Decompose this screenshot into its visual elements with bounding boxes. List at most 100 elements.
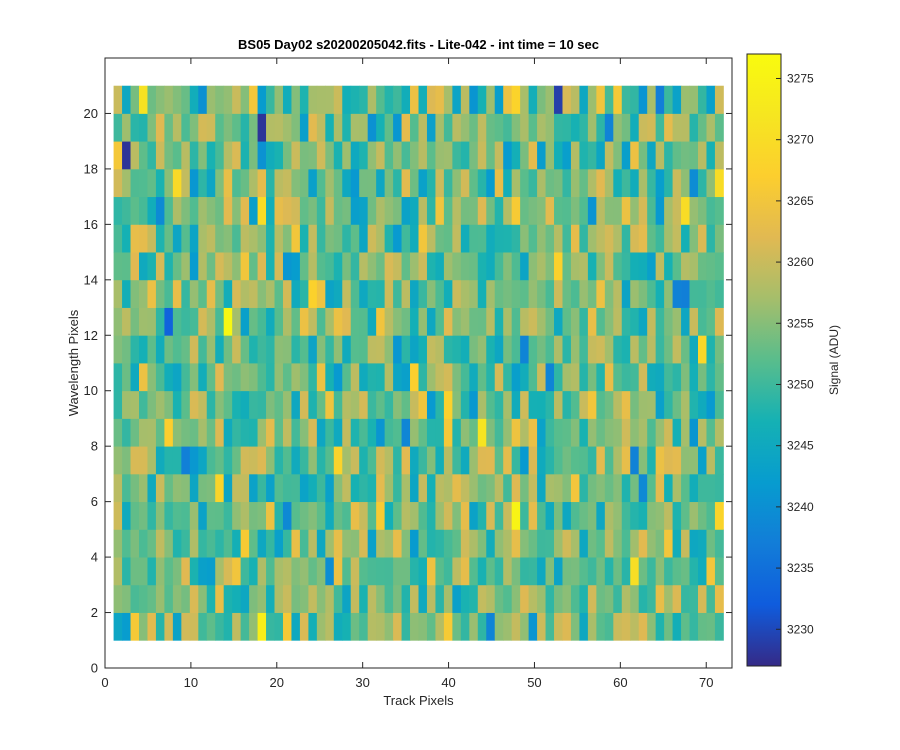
heatmap-cell bbox=[342, 224, 352, 253]
heatmap-cell bbox=[587, 113, 597, 142]
heatmap-cell bbox=[240, 418, 250, 447]
heatmap-cell bbox=[181, 612, 191, 641]
heatmap-cell bbox=[342, 557, 352, 586]
heatmap-cell bbox=[299, 224, 309, 253]
heatmap-cell bbox=[367, 168, 377, 198]
heatmap-cell bbox=[460, 168, 470, 198]
heatmap-cell bbox=[613, 335, 623, 364]
heatmap-cell bbox=[469, 113, 479, 142]
heatmap-cell bbox=[274, 141, 284, 170]
heatmap-cell bbox=[630, 224, 640, 253]
heatmap-cell bbox=[587, 224, 597, 253]
heatmap-cell bbox=[418, 390, 428, 419]
heatmap-cell bbox=[410, 168, 419, 198]
heatmap-cell bbox=[393, 168, 402, 198]
heatmap-cell bbox=[139, 335, 148, 364]
heatmap-cell bbox=[503, 584, 513, 613]
heatmap-cell bbox=[384, 224, 394, 253]
heatmap-cell bbox=[367, 85, 377, 114]
heatmap-cell bbox=[537, 418, 546, 447]
heatmap-cell bbox=[655, 529, 665, 558]
heatmap-cell bbox=[511, 141, 521, 170]
heatmap-cell bbox=[240, 279, 250, 308]
heatmap-cell bbox=[139, 612, 148, 641]
heatmap-cell bbox=[130, 529, 140, 558]
heatmap-cell bbox=[681, 196, 690, 225]
heatmap-cell bbox=[147, 418, 157, 447]
heatmap-cell bbox=[376, 307, 386, 336]
heatmap-cell bbox=[367, 307, 377, 336]
heatmap-cell bbox=[681, 224, 690, 253]
heatmap-cell bbox=[520, 252, 530, 281]
heatmap-cell bbox=[333, 307, 343, 336]
heatmap-cell bbox=[486, 612, 496, 641]
heatmap-cell bbox=[528, 501, 538, 530]
heatmap-cell bbox=[410, 224, 419, 253]
heatmap-cell bbox=[257, 85, 267, 114]
heatmap-cell bbox=[647, 390, 657, 419]
heatmap-cell bbox=[172, 584, 182, 613]
heatmap-cell bbox=[418, 252, 428, 281]
heatmap-cell bbox=[206, 473, 216, 503]
heatmap-cell bbox=[359, 307, 369, 336]
heatmap-cell bbox=[198, 196, 208, 225]
heatmap-cell bbox=[274, 113, 284, 142]
heatmap-cell bbox=[308, 335, 318, 364]
heatmap-cell bbox=[579, 141, 589, 170]
heatmap-cell bbox=[714, 501, 724, 530]
heatmap-cell bbox=[520, 612, 530, 641]
heatmap-cell bbox=[376, 141, 386, 170]
heatmap-cell bbox=[274, 85, 284, 114]
heatmap-cell bbox=[139, 252, 148, 281]
heatmap-cell bbox=[443, 141, 453, 170]
heatmap-cell bbox=[452, 252, 462, 281]
heatmap-cell bbox=[503, 168, 513, 198]
heatmap-cell bbox=[706, 557, 716, 586]
heatmap-cell bbox=[443, 168, 453, 198]
heatmap-cell bbox=[604, 501, 614, 530]
heatmap-cell bbox=[147, 529, 157, 558]
heatmap-cell bbox=[570, 557, 580, 586]
heatmap-cell bbox=[443, 473, 453, 503]
heatmap-cell bbox=[562, 168, 572, 198]
heatmap-cell bbox=[333, 612, 343, 641]
heatmap-cell bbox=[638, 473, 648, 503]
heatmap-cell bbox=[393, 307, 402, 336]
heatmap-cell bbox=[562, 307, 572, 336]
heatmap-cell bbox=[257, 168, 267, 198]
heatmap-cell bbox=[452, 529, 462, 558]
heatmap-cell bbox=[122, 418, 131, 447]
heatmap-cell bbox=[393, 473, 402, 503]
heatmap-cell bbox=[528, 418, 538, 447]
heatmap-cell bbox=[384, 168, 394, 198]
y-tick-label: 8 bbox=[91, 439, 98, 454]
heatmap-cell bbox=[393, 418, 402, 447]
heatmap-cell bbox=[257, 557, 267, 586]
heatmap-cell bbox=[410, 307, 419, 336]
heatmap-cell bbox=[435, 307, 445, 336]
heatmap-cell bbox=[604, 473, 614, 503]
heatmap-cell bbox=[435, 418, 445, 447]
heatmap-cell bbox=[689, 557, 699, 586]
heatmap-cell bbox=[325, 529, 335, 558]
heatmap-cell bbox=[240, 473, 250, 503]
heatmap-cell bbox=[113, 141, 123, 170]
heatmap-cell bbox=[291, 335, 301, 364]
heatmap-cell bbox=[520, 418, 530, 447]
heatmap-cell bbox=[621, 113, 631, 142]
heatmap-cell bbox=[477, 307, 487, 336]
heatmap-cell bbox=[714, 85, 724, 114]
heatmap-cell bbox=[698, 529, 707, 558]
heatmap-cell bbox=[664, 307, 673, 336]
heatmap-cell bbox=[460, 279, 470, 308]
heatmap-cell bbox=[443, 279, 453, 308]
heatmap-cell bbox=[638, 501, 648, 530]
heatmap-cell bbox=[249, 529, 258, 558]
heatmap-cell bbox=[299, 390, 309, 419]
heatmap-cell bbox=[638, 224, 648, 253]
chart-title: BS05 Day02 s20200205042.fits - Lite-042 … bbox=[238, 37, 599, 52]
heatmap-cell bbox=[325, 446, 335, 475]
heatmap-cell bbox=[681, 335, 690, 364]
heatmap-cell bbox=[477, 557, 487, 586]
heatmap-cell bbox=[249, 584, 258, 613]
